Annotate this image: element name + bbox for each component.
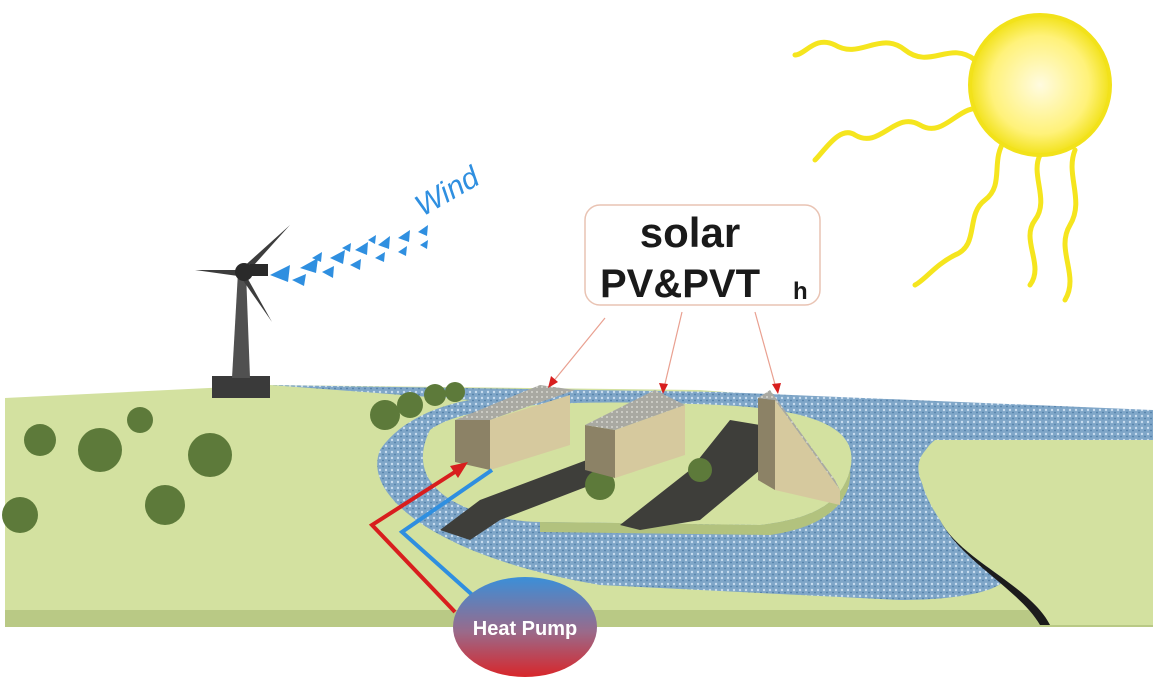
building [758,390,840,505]
solar-subtitle: PV&PVT [600,262,760,306]
cold-pipe [398,468,494,602]
island-edge [540,470,851,535]
wind-arrows [270,225,428,286]
wind-label: Wind [410,160,487,223]
callout-arrowheads [548,376,781,394]
building [585,390,685,478]
building [455,385,575,470]
right-bank [920,440,1153,625]
solar-suffix: h [793,278,808,305]
right-bank-edge [940,520,1050,625]
solar-callout [584,204,821,306]
heat-pump [453,577,597,677]
sun-rays [792,39,1079,303]
sun [968,13,1112,157]
heat-pump-label: Heat Pump [473,618,577,640]
wind-turbine [195,225,290,398]
solar-title: solar [640,209,740,256]
hot-pipe-arrow [450,462,468,478]
callout-pointers [551,311,777,389]
trees [2,382,712,533]
road [440,455,630,540]
hot-pipe [368,468,460,614]
